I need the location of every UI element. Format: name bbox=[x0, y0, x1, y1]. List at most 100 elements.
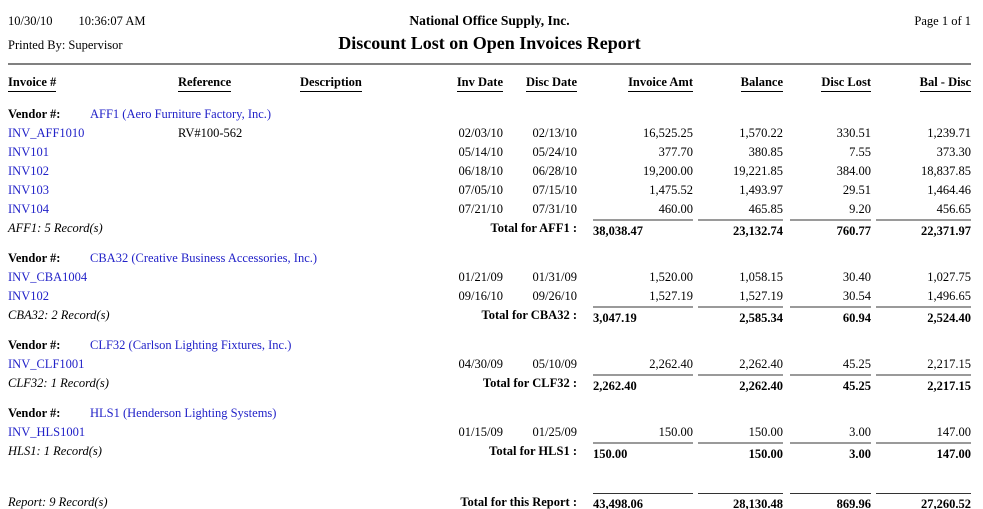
disc-date-cell: 05/10/09 bbox=[532, 357, 577, 371]
bal-disc-cell: 1,027.75 bbox=[927, 270, 971, 284]
description-cell bbox=[300, 423, 455, 442]
invoice-amt-cell: 19,200.00 bbox=[643, 164, 693, 178]
vendor-name-link[interactable]: AFF1 (Aero Furniture Factory, Inc.) bbox=[90, 107, 272, 121]
description-cell bbox=[300, 287, 455, 306]
vendor-section: Vendor #: CLF32 (Carlson Lighting Fixture… bbox=[8, 336, 971, 395]
invoice-row: INV_HLS1001 01/15/09 01/25/09 150.00 150.00 3… bbox=[8, 423, 971, 442]
reference-cell bbox=[178, 423, 300, 442]
report-body: Vendor #: AFF1 (Aero Furniture Factory, I… bbox=[8, 105, 971, 463]
vendor-number-label: Vendor #: bbox=[8, 406, 61, 420]
vendor-total-bal-disc: 2,217.15 bbox=[876, 374, 971, 395]
report-total-disc-lost: 869.96 bbox=[790, 493, 871, 509]
disc-date-cell: 06/28/10 bbox=[532, 164, 577, 178]
vendor-total-label: Total for AFF1 : bbox=[490, 221, 577, 235]
invoice-number-link[interactable]: INV_HLS1001 bbox=[8, 425, 86, 439]
inv-date-cell: 09/16/10 bbox=[458, 289, 503, 303]
vendor-total-row: CLF32: 1 Record(s) Total for CLF32 : 2,26… bbox=[8, 374, 971, 395]
disc-lost-cell: 384.00 bbox=[836, 164, 871, 178]
vendor-total-label: Total for CBA32 : bbox=[481, 308, 578, 322]
page-number: Page 1 of 1 bbox=[914, 14, 971, 28]
bal-disc-cell: 1,239.71 bbox=[927, 126, 971, 140]
invoice-number-link[interactable]: INV_CLF1001 bbox=[8, 357, 85, 371]
col-invoice-number: Invoice # bbox=[8, 75, 178, 96]
vendor-total-row: AFF1: 5 Record(s) Total for AFF1 : 38,038… bbox=[8, 219, 971, 240]
vendor-header-row: Vendor #: HLS1 (Henderson Lighting System… bbox=[8, 404, 971, 423]
disc-lost-cell: 330.51 bbox=[836, 126, 871, 140]
col-description: Description bbox=[300, 75, 455, 96]
col-disc-lost: Disc Lost bbox=[783, 75, 871, 96]
invoice-number-link[interactable]: INV102 bbox=[8, 289, 49, 303]
description-cell bbox=[300, 181, 455, 200]
vendor-record-count: CBA32: 2 Record(s) bbox=[8, 308, 110, 322]
vendor-total-invoice-amt: 150.00 bbox=[593, 442, 693, 463]
invoice-amt-cell: 1,475.52 bbox=[649, 183, 693, 197]
vendor-record-count: HLS1: 1 Record(s) bbox=[8, 444, 102, 458]
bal-disc-cell: 1,464.46 bbox=[927, 183, 971, 197]
description-cell bbox=[300, 124, 455, 143]
bal-disc-cell: 18,837.85 bbox=[921, 164, 971, 178]
description-cell bbox=[300, 162, 455, 181]
disc-date-cell: 07/15/10 bbox=[532, 183, 577, 197]
col-disc-date: Disc Date bbox=[503, 75, 577, 96]
vendor-total-label: Total for CLF32 : bbox=[482, 376, 577, 390]
invoice-number-link[interactable]: INV_CBA1004 bbox=[8, 270, 88, 284]
balance-cell: 150.00 bbox=[748, 425, 783, 439]
col-bal-disc: Bal - Disc bbox=[871, 75, 971, 96]
invoice-number-link[interactable]: INV103 bbox=[8, 183, 49, 197]
inv-date-cell: 01/21/09 bbox=[458, 270, 503, 284]
vendor-section: Vendor #: CBA32 (Creative Business Access… bbox=[8, 249, 971, 327]
reference-cell bbox=[178, 200, 300, 219]
vendor-header-row: Vendor #: CBA32 (Creative Business Access… bbox=[8, 249, 971, 268]
reference-cell bbox=[178, 268, 300, 287]
invoice-number-link[interactable]: INV102 bbox=[8, 164, 49, 178]
invoice-amt-cell: 377.70 bbox=[658, 145, 693, 159]
invoice-row: INV102 06/18/10 06/28/10 19,200.00 19,221.85… bbox=[8, 162, 971, 181]
invoice-amt-cell: 2,262.40 bbox=[649, 357, 693, 371]
description-cell bbox=[300, 200, 455, 219]
bal-disc-cell: 373.30 bbox=[936, 145, 971, 159]
col-inv-date: Inv Date bbox=[455, 75, 503, 96]
bal-disc-cell: 1,496.65 bbox=[927, 289, 971, 303]
print-date: 10/30/10 bbox=[8, 14, 53, 28]
balance-cell: 1,527.19 bbox=[739, 289, 783, 303]
disc-lost-cell: 30.40 bbox=[842, 270, 871, 284]
disc-lost-cell: 45.25 bbox=[842, 357, 871, 371]
vendor-total-balance: 2,585.34 bbox=[698, 306, 783, 327]
invoice-number-link[interactable]: INV101 bbox=[8, 145, 49, 159]
vendor-record-count: AFF1: 5 Record(s) bbox=[8, 221, 103, 235]
invoice-amt-cell: 460.00 bbox=[658, 202, 693, 216]
page-header-row2: Printed By: Supervisor Discount Lost on … bbox=[8, 33, 971, 59]
invoice-row: INV_CBA1004 01/21/09 01/31/09 1,520.00 1,058… bbox=[8, 268, 971, 287]
vendor-name-link[interactable]: CLF32 (Carlson Lighting Fixtures, Inc.) bbox=[90, 338, 292, 352]
vendor-total-invoice-amt: 3,047.19 bbox=[593, 306, 693, 327]
reference-cell: RV#100-562 bbox=[178, 126, 243, 140]
vendor-total-invoice-amt: 2,262.40 bbox=[593, 374, 693, 395]
invoice-number-link[interactable]: INV104 bbox=[8, 202, 49, 216]
report-total-bal-disc: 27,260.52 bbox=[876, 493, 971, 509]
invoice-row: INV_CLF1001 04/30/09 05/10/09 2,262.40 2,262… bbox=[8, 355, 971, 374]
col-reference: Reference bbox=[178, 75, 300, 96]
report-total-balance: 28,130.48 bbox=[698, 493, 783, 509]
invoice-row: INV103 07/05/10 07/15/10 1,475.52 1,493.97 29… bbox=[8, 181, 971, 200]
disc-date-cell: 05/24/10 bbox=[532, 145, 577, 159]
disc-lost-cell: 30.54 bbox=[842, 289, 871, 303]
reference-cell bbox=[178, 143, 300, 162]
invoice-amt-cell: 1,520.00 bbox=[649, 270, 693, 284]
vendor-header-row: Vendor #: AFF1 (Aero Furniture Factory, I… bbox=[8, 105, 971, 124]
col-invoice-amt: Invoice Amt bbox=[577, 75, 693, 96]
bal-disc-cell: 147.00 bbox=[936, 425, 971, 439]
col-balance: Balance bbox=[693, 75, 783, 96]
balance-cell: 2,262.40 bbox=[739, 357, 783, 371]
inv-date-cell: 05/14/10 bbox=[458, 145, 503, 159]
vendor-section: Vendor #: AFF1 (Aero Furniture Factory, I… bbox=[8, 105, 971, 240]
vendor-name-link[interactable]: HLS1 (Henderson Lighting Systems) bbox=[90, 406, 277, 420]
balance-cell: 380.85 bbox=[748, 145, 783, 159]
print-time: 10:36:07 AM bbox=[78, 14, 146, 28]
report-title: Discount Lost on Open Invoices Report bbox=[338, 33, 641, 53]
inv-date-cell: 02/03/10 bbox=[458, 126, 503, 140]
vendor-total-disc-lost: 760.77 bbox=[790, 219, 871, 240]
description-cell bbox=[300, 355, 455, 374]
invoice-number-link[interactable]: INV_AFF1010 bbox=[8, 126, 85, 140]
column-header-row: Invoice # Reference Description Inv Date… bbox=[8, 75, 971, 96]
vendor-name-link[interactable]: CBA32 (Creative Business Accessories, In… bbox=[90, 251, 318, 265]
